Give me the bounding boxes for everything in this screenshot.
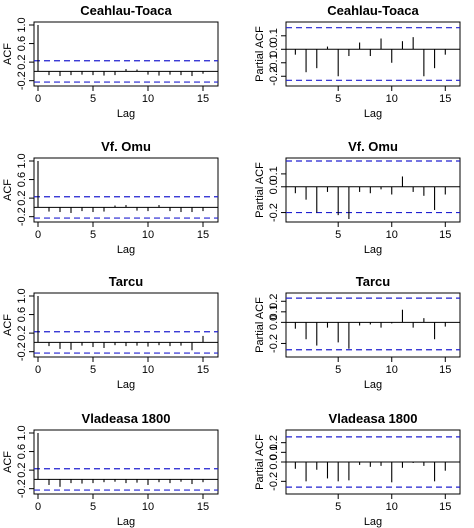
x-tick-label: 5	[335, 501, 341, 513]
x-tick-label: 15	[197, 229, 209, 241]
x-axis-label: Lag	[117, 379, 135, 391]
x-axis-label: Lag	[117, 516, 135, 528]
panel-title: Tarcu	[356, 274, 390, 289]
y-tick-label: 0.6	[16, 444, 28, 459]
panel-pacf-2: Vf. Omu -0.2 0.00.1 5 10 15 Lag Partial ACF	[254, 139, 461, 256]
panel-title: Vf. Omu	[101, 139, 151, 154]
plot-frame	[285, 21, 461, 87]
plot-frame	[33, 21, 219, 87]
y-tick-label: 0.0	[268, 454, 280, 469]
y-tick-label: 0.1	[268, 166, 280, 181]
panel-pacf-1: Ceahlau-Toaca -0.2-0.10.00.1 5 10 15 Lag Parti…	[254, 3, 461, 120]
y-tick-label: 0.6	[16, 36, 28, 51]
x-tick-label: 10	[142, 93, 154, 105]
x-tick-label: 10	[386, 93, 398, 105]
y-axis-label: Partial ACF	[254, 162, 266, 218]
x-axis-label: Lag	[117, 244, 135, 256]
plot-frame	[33, 429, 219, 495]
x-tick-label: 15	[197, 364, 209, 376]
panel-title: Ceahlau-Toaca	[80, 3, 172, 18]
x-tick-label: 5	[90, 364, 96, 376]
panel-title: Vladeasa 1800	[82, 411, 171, 426]
x-tick-label: 15	[197, 501, 209, 513]
x-tick-label: 15	[439, 501, 451, 513]
plot-frame	[285, 157, 461, 223]
y-tick-label: -0.2	[268, 472, 280, 491]
panel-acf-2: Vf. Omu -0.2 0.2 0.6 1.0 0 5 10 15 Lag ACF	[2, 139, 219, 256]
y-tick-label: -0.2	[268, 67, 280, 86]
x-axis-label: Lag	[364, 108, 382, 120]
x-tick-label: 10	[142, 229, 154, 241]
y-tick-label: 0.0	[268, 179, 280, 194]
y-tick-label: 0.2	[16, 190, 28, 205]
y-tick-label: 0.1	[268, 304, 280, 319]
y-tick-label: 0.1	[268, 445, 280, 460]
y-tick-label: 0.2	[16, 325, 28, 340]
x-tick-label: 5	[335, 364, 341, 376]
panel-acf-3: Tarcu -0.2 0.2 0.6 1.0 0 5 10 15 Lag ACF	[2, 274, 219, 391]
y-axis-label: ACF	[2, 179, 14, 201]
y-tick-label: 0.2	[16, 54, 28, 69]
x-tick-label: 5	[335, 229, 341, 241]
x-tick-label: 10	[142, 501, 154, 513]
y-tick-label: 0.2	[268, 294, 280, 309]
y-axis-label: Partial ACF	[254, 26, 266, 82]
x-axis-label: Lag	[364, 244, 382, 256]
plot-frame	[285, 292, 461, 358]
y-tick-label: -0.2	[16, 342, 28, 361]
y-axis-label: ACF	[2, 314, 14, 336]
y-tick-label: 0.0	[268, 315, 280, 330]
y-tick-label: -0.2	[16, 207, 28, 226]
plot-frame	[33, 292, 219, 358]
y-tick-label: 1.0	[16, 288, 28, 303]
x-tick-label: 15	[439, 364, 451, 376]
panel-acf-4: Vladeasa 1800 -0.2 0.2 0.6 1.0 0 5 10 15 Lag ACF	[2, 411, 219, 528]
y-tick-label: -0.2	[16, 71, 28, 90]
panel-pacf-3: Tarcu -0.2 0.00.10.2 5 10 15 Lag Partial ACF	[254, 274, 461, 391]
y-axis-label: ACF	[2, 451, 14, 473]
x-tick-label: 5	[90, 501, 96, 513]
x-tick-label: 0	[35, 229, 41, 241]
panel-title: Tarcu	[109, 274, 143, 289]
panel-pacf-4: Vladeasa 1800 -0.2 0.00.10.2 5 10 15 Lag Partia…	[254, 411, 461, 528]
x-tick-label: 5	[90, 229, 96, 241]
y-tick-label: 0.6	[16, 307, 28, 322]
x-tick-label: 15	[197, 93, 209, 105]
x-tick-label: 5	[90, 93, 96, 105]
x-axis-label: Lag	[364, 379, 382, 391]
x-tick-label: 10	[386, 364, 398, 376]
x-tick-label: 5	[335, 93, 341, 105]
y-tick-label: 1.0	[16, 17, 28, 32]
y-tick-label: 0.0	[268, 42, 280, 57]
panel-title: Vladeasa 1800	[329, 411, 418, 426]
x-tick-label: 0	[35, 93, 41, 105]
y-tick-label: 1.0	[16, 425, 28, 440]
x-tick-label: 0	[35, 501, 41, 513]
x-tick-label: 15	[439, 93, 451, 105]
panel-acf-1: Ceahlau-Toaca -0.2 0.2 0.6 1.0 0 5 10 15 Lag ACF	[2, 3, 219, 120]
y-tick-label: 0.1	[268, 28, 280, 43]
y-tick-label: 1.0	[16, 153, 28, 168]
y-tick-label: -0.2	[268, 334, 280, 353]
x-tick-label: 0	[35, 364, 41, 376]
y-tick-label: 0.2	[268, 435, 280, 450]
y-tick-label: -0.1	[268, 53, 280, 72]
x-axis-label: Lag	[117, 108, 135, 120]
panel-title: Vf. Omu	[348, 139, 398, 154]
y-tick-label: -0.2	[16, 479, 28, 498]
y-tick-label: 0.2	[16, 462, 28, 477]
plot-frame	[33, 157, 219, 223]
y-axis-label: ACF	[2, 43, 14, 65]
x-axis-label: Lag	[364, 516, 382, 528]
y-tick-label: -0.2	[268, 203, 280, 222]
y-axis-label: Partial ACF	[254, 434, 266, 490]
panel-title: Ceahlau-Toaca	[327, 3, 419, 18]
x-tick-label: 10	[142, 364, 154, 376]
x-tick-label: 10	[386, 229, 398, 241]
y-tick-label: 0.6	[16, 172, 28, 187]
y-axis-label: Partial ACF	[254, 297, 266, 353]
x-tick-label: 15	[439, 229, 451, 241]
x-tick-label: 10	[386, 501, 398, 513]
